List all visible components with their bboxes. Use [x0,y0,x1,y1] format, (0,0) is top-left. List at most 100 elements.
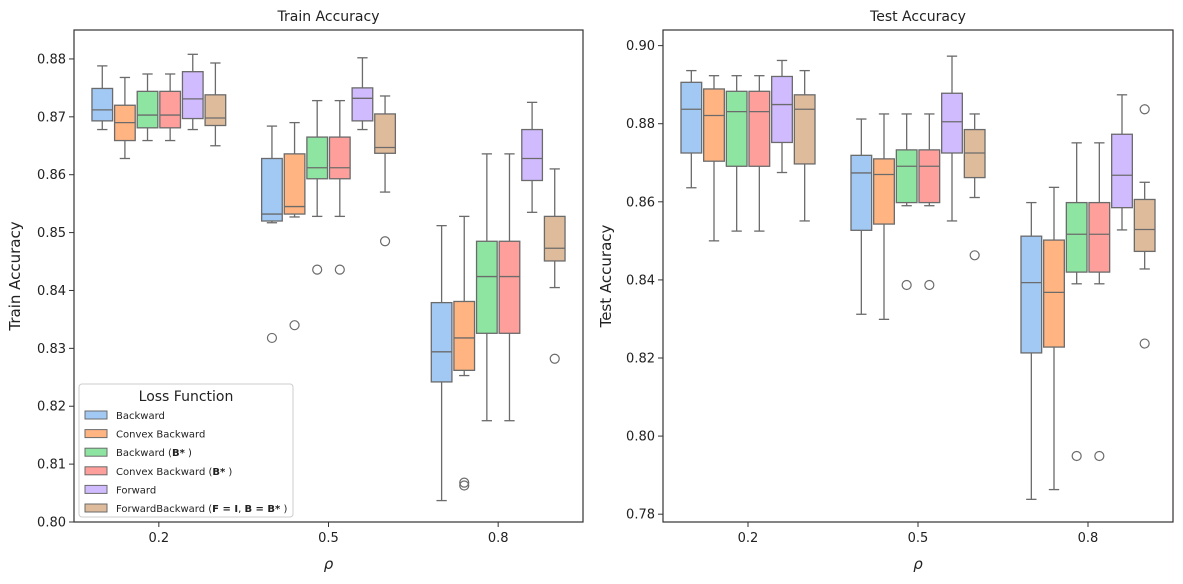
x-tick-label: 0.5 [318,531,339,546]
box-iqr [873,158,895,225]
y-tick-label: 0.80 [37,516,66,531]
y-tick-label: 0.82 [37,400,66,415]
box-forwardbackward-f-i-b-b [374,95,397,247]
box-iqr [1043,239,1065,348]
x-tick-label: 0.8 [1078,531,1099,546]
y-tick-label: 0.86 [37,168,66,183]
train-accuracy-panel: Train Accuracy 0.800.810.820.830.840.850… [6,9,584,573]
box-convex-backward-b [159,73,182,142]
y-tick-label: 0.83 [37,342,66,357]
box-iqr [181,71,204,120]
box-convex-backward [113,76,136,160]
y-axis: 0.78 0.80 0.82 0.84 0.86 0.88 0.90 [626,39,663,523]
outlier-point [901,279,912,291]
plot-area [680,55,1156,501]
test-accuracy-panel: Test Accuracy 0.780.800.820.840.860.880.… [597,9,1174,573]
box-iqr [136,90,159,129]
box-convex-backward-b [1088,142,1111,462]
box-iqr [793,94,816,165]
box-backward [680,69,703,189]
y-tick-label: 0.90 [626,39,655,54]
box-backward-b [895,113,918,291]
box-iqr [703,88,725,162]
legend-frame [78,383,294,518]
box-iqr [328,136,351,180]
x-axis: 0.2 0.5 0.8 [148,522,509,546]
y-tick-label: 0.87 [37,110,66,125]
x-tick-label: 0.2 [738,531,759,546]
x-axis-label: ρ [324,555,334,573]
y-tick-label: 0.85 [37,226,66,241]
y-tick-label: 0.78 [626,508,655,523]
legend: Loss Function Backward Convex Backward Back… [78,383,294,518]
legend-entry: Backward [116,411,165,422]
y-axis-label: Test Accuracy [597,224,615,328]
y-axis: 0.80 0.81 0.82 0.83 0.84 0.85 0.86 0.87 0.88 [37,52,74,531]
box-convex-backward-b [918,113,941,291]
legend-swatch [84,429,108,439]
box-convex-backward [453,215,476,491]
legend-entry: Convex Backward [116,430,205,441]
box-forwardbackward-f-i-b-b [543,168,566,364]
outlier-point [1139,104,1150,115]
chart-title: Train Accuracy [277,9,380,25]
box-convex-backward [283,121,306,331]
box-forwardbackward-f-i-b-b [793,69,816,222]
box-backward [430,224,453,502]
box-forward [351,57,374,131]
box-iqr [748,90,771,167]
box-iqr [430,301,453,383]
box-iqr [771,75,793,144]
legend-swatch [84,484,108,494]
legend-swatch [84,410,108,420]
x-axis: 0.2 0.5 0.8 [738,522,1099,546]
outlier-point [1094,450,1105,462]
legend-swatch [84,447,108,457]
outlier-point [266,332,278,344]
x-tick-label: 0.5 [908,531,929,546]
box-forwardbackward-f-i-b-b [963,113,986,261]
box-forward [521,101,544,213]
plot-area [91,53,566,502]
outlier-point [1139,338,1150,349]
box-iqr [521,128,544,182]
outlier-point [289,320,300,331]
box-iqr [306,136,329,180]
chart-title: Test Accuracy [869,9,966,25]
box-iqr [283,153,306,215]
y-tick-label: 0.88 [626,117,655,132]
outlier-point [924,279,935,291]
legend-title: Loss Function [139,389,234,405]
outlier-point [459,480,470,491]
box-convex-backward-b [328,99,351,275]
y-tick-label: 0.80 [626,430,655,445]
box-iqr [543,215,566,262]
y-tick-label: 0.84 [37,284,66,299]
box-convex-backward [703,75,725,242]
box-backward [91,65,114,131]
axes-frame [662,29,1174,523]
box-iqr [680,81,703,154]
legend-entry: ForwardBackward (F = I, B = B* ) [116,504,287,515]
box-backward [1020,201,1043,501]
legend-swatch [84,503,108,513]
box-convex-backward [1043,186,1065,491]
x-axis-label: ρ [913,555,923,573]
box-iqr [159,90,182,129]
box-convex-backward-b [498,153,521,422]
box-iqr [1133,198,1156,253]
y-tick-label: 0.86 [626,195,655,210]
box-iqr [725,90,748,167]
box-forward [181,53,204,131]
box-iqr [453,300,476,371]
legend-entry: Forward [116,485,156,496]
outlier-point [459,477,470,488]
box-iqr [1020,235,1043,354]
x-tick-label: 0.2 [148,531,169,546]
box-forward [1111,94,1133,231]
box-iqr [895,149,918,204]
box-backward-b [1065,142,1088,462]
box-backward-b [725,75,748,232]
legend-entry: Backward (B* ) [116,448,192,459]
